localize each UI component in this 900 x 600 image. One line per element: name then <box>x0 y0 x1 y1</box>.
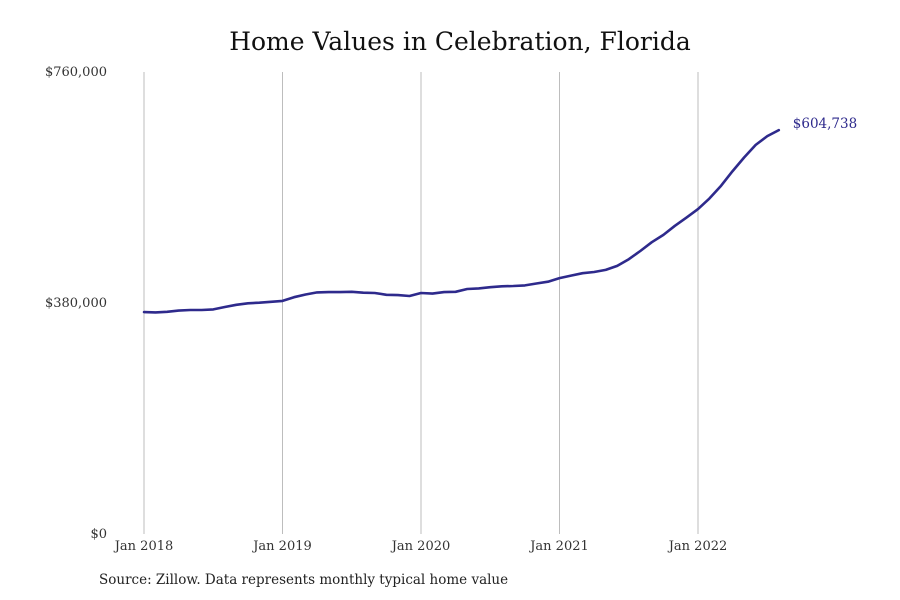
end-value-label: $604,738 <box>793 116 857 132</box>
end-value-label-layer: $604,738 <box>793 116 857 132</box>
x-tick-label: Jan 2018 <box>113 539 174 554</box>
x-axis-ticks: Jan 2018 Jan 2019 Jan 2020 Jan 2021 Jan 2022 <box>113 539 728 554</box>
source-note: Source: Zillow. Data represents monthly … <box>99 572 509 588</box>
y-axis-ticks: $0 $380,000 $760,000 <box>45 65 107 542</box>
x-tick-label: Jan 2019 <box>251 539 312 554</box>
y-tick-label: $380,000 <box>45 296 107 311</box>
chart-title: Home Values in Celebration, Florida <box>229 27 691 56</box>
gridlines <box>143 72 699 534</box>
y-tick-label: $0 <box>90 527 107 542</box>
x-tick-label: Jan 2020 <box>390 539 451 554</box>
y-tick-label: $760,000 <box>45 65 107 80</box>
x-tick-label: Jan 2021 <box>528 539 589 554</box>
series-line-layer <box>142 128 781 314</box>
x-tick-label: Jan 2022 <box>667 539 728 554</box>
series-line <box>142 128 781 314</box>
